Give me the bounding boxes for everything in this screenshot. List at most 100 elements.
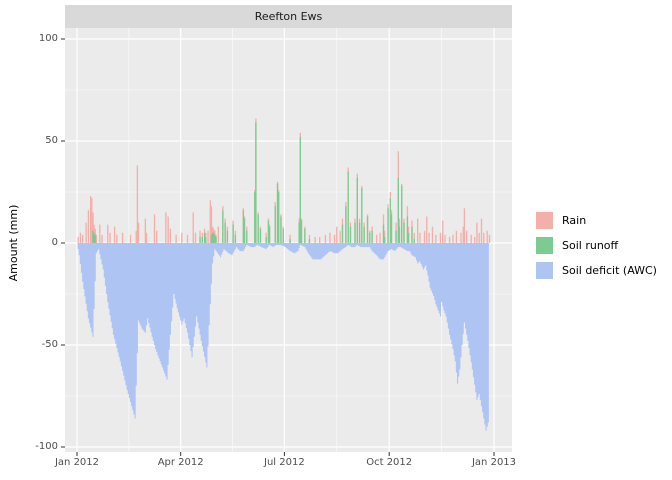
runoff-bar — [277, 192, 280, 243]
rain-bar — [333, 234, 336, 243]
rain-bar — [89, 196, 92, 243]
rain-bar — [426, 216, 428, 243]
rain-bar — [470, 234, 472, 243]
rain-bar — [169, 228, 172, 243]
runoff-bar — [232, 224, 234, 243]
rain-bar — [314, 236, 316, 243]
runoff-bar — [254, 192, 256, 243]
rain-bar — [165, 212, 167, 243]
rain-bar — [419, 232, 421, 243]
rain-bar — [455, 230, 458, 243]
rain-bar — [95, 234, 98, 243]
runoff-bar — [371, 230, 373, 243]
rain-bar — [423, 230, 426, 243]
runoff-bar — [93, 232, 95, 243]
runoff-bar — [387, 208, 389, 243]
runoff-bar — [366, 216, 369, 243]
y-tick-label: -100 — [35, 441, 58, 452]
legend-label: Soil runoff — [562, 239, 619, 252]
rain-bar — [175, 234, 177, 243]
soil-deficit-area — [76, 243, 489, 431]
rain-bar — [207, 230, 209, 243]
y-tick-label: -50 — [41, 339, 58, 350]
facet-strip: Reefton Ews — [65, 5, 512, 28]
runoff-bar — [213, 232, 215, 243]
rain-bar — [135, 230, 137, 243]
rain-bar — [319, 236, 321, 243]
legend-item: Soil deficit (AWC) — [536, 262, 657, 279]
x-tick-label: Oct 2012 — [366, 457, 413, 468]
runoff-bar — [345, 206, 347, 243]
rain-bar — [186, 234, 189, 243]
runoff-bar — [215, 236, 217, 243]
rain-bar — [137, 222, 140, 243]
runoff-bar — [341, 224, 344, 243]
rain-bar — [113, 226, 116, 243]
rain-bar — [444, 234, 446, 243]
rain-bar — [448, 236, 451, 243]
rain-bar — [144, 218, 147, 243]
rain-bar — [476, 222, 478, 243]
runoff-bar — [94, 234, 96, 243]
rain-bar — [167, 216, 169, 243]
rain-bar — [417, 218, 419, 243]
runoff-bar — [201, 236, 204, 243]
runoff-bar — [361, 187, 363, 243]
runoff-bar — [369, 232, 371, 243]
rain-bar — [194, 232, 197, 243]
runoff-bar — [358, 222, 361, 243]
y-tick-label: 0 — [51, 237, 58, 248]
runoff-bar — [205, 236, 207, 243]
plot-panel — [65, 28, 512, 452]
rain-bar — [77, 236, 79, 243]
rain-bar — [85, 222, 87, 243]
runoff-bar — [214, 234, 216, 243]
rain-bar — [465, 230, 468, 243]
rain-bar — [121, 232, 124, 243]
runoff-bar — [276, 183, 279, 243]
rain-bar — [210, 206, 213, 243]
legend-swatch — [536, 237, 553, 254]
rain-bar — [460, 232, 462, 243]
runoff-bar — [243, 218, 246, 243]
runoff-bar — [222, 210, 224, 243]
rain-bar — [82, 234, 84, 243]
runoff-bar — [356, 177, 358, 243]
runoff-bar — [349, 226, 352, 243]
x-tick-label: Jan 2013 — [471, 457, 517, 468]
runoff-bar — [299, 136, 301, 243]
rain-bar — [478, 232, 480, 243]
runoff-bar — [401, 185, 403, 243]
runoff-bar — [268, 226, 271, 243]
runoff-bar — [259, 228, 262, 243]
y-tick-label: 100 — [38, 33, 58, 44]
legend-label: Soil deficit (AWC) — [562, 264, 657, 277]
runoff-bar — [411, 226, 413, 243]
rain-bar — [209, 200, 211, 243]
rain-bar — [442, 220, 444, 243]
rain-bar — [488, 234, 491, 243]
rain-bar — [462, 226, 464, 243]
rain-bar — [375, 234, 378, 243]
rain-bar — [486, 230, 488, 243]
runoff-bar — [413, 238, 415, 243]
runoff-bar — [395, 230, 397, 243]
runoff-bar — [397, 177, 399, 243]
rain-bar — [329, 232, 331, 243]
runoff-bar — [274, 206, 276, 243]
runoff-bar — [199, 236, 201, 243]
legend-swatch — [536, 212, 553, 229]
rain-bar — [153, 214, 156, 243]
rain-bar — [480, 218, 483, 243]
rain-bar — [145, 232, 148, 243]
rain-bar — [156, 230, 158, 243]
runoff-bar — [282, 228, 284, 243]
runoff-bar — [403, 222, 405, 243]
rain-bar — [92, 212, 94, 243]
runoff-bar — [383, 236, 386, 243]
runoff-bar — [354, 222, 356, 243]
rain-bar — [129, 234, 132, 243]
rain-bar — [79, 232, 82, 243]
rain-bar — [87, 210, 90, 243]
